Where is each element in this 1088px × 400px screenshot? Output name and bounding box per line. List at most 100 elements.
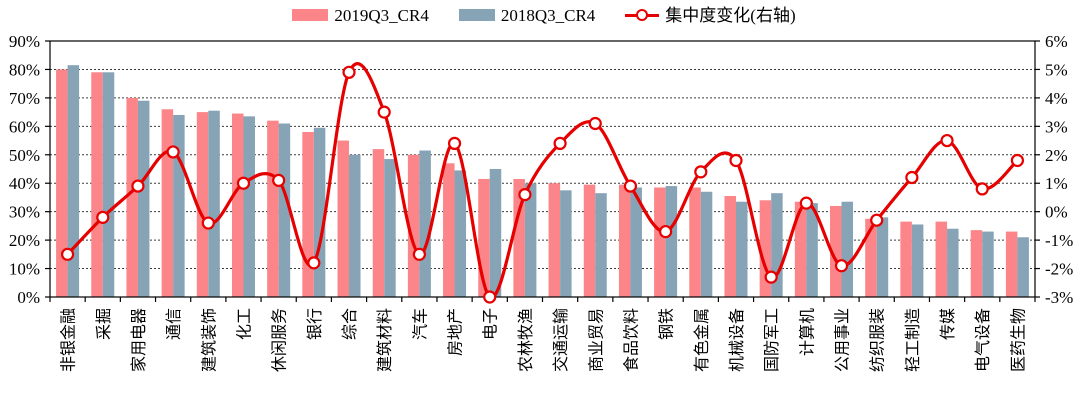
x-category-label: 非银金融 (60, 308, 78, 372)
bar-2019q3_cr4 (513, 178, 525, 297)
right-axis-label: 3% (1045, 117, 1068, 136)
chart-legend: 2019Q3_CR4 2018Q3_CR4 集中度变化(右轴) (0, 2, 1088, 28)
bar-2018q3_cr4 (771, 193, 783, 297)
x-category-label: 通信 (165, 308, 183, 340)
legend-item-2019q3-cr4: 2019Q3_CR4 (292, 5, 429, 25)
x-category-label: 银行 (306, 308, 324, 340)
bar-2018q3_cr4 (243, 116, 255, 297)
bar-2018q3_cr4 (137, 100, 150, 297)
x-category-label: 轻工制造 (904, 308, 922, 372)
line-marker (588, 116, 602, 131)
legend-label-2019q3: 2019Q3_CR4 (334, 5, 429, 25)
x-category-label: 传媒 (939, 308, 957, 340)
x-category-label: 休闲服务 (271, 308, 289, 372)
bar-2018q3_cr4 (560, 190, 572, 297)
bar-2019q3_cr4 (478, 178, 490, 297)
bar-2018q3_cr4 (173, 114, 185, 297)
bar-2019q3_cr4 (231, 113, 244, 298)
bar-2018q3_cr4 (313, 127, 326, 297)
left-axis-label: 70% (9, 89, 40, 108)
bar-2018q3_cr4 (454, 170, 467, 297)
x-category-label: 公用事业 (834, 308, 852, 372)
bar-2019q3_cr4 (689, 187, 701, 297)
right-axis-label: -2% (1045, 260, 1073, 279)
right-axis-label: 2% (1045, 146, 1068, 165)
x-category-label: 电气设备 (974, 308, 992, 372)
bar-2019q3_cr4 (759, 200, 772, 297)
x-category-label: 有色金属 (693, 308, 711, 372)
x-category-label: 建筑装饰 (200, 308, 218, 372)
left-axis-label: 0% (17, 288, 40, 307)
line-marker (236, 176, 251, 190)
bar-2019q3_cr4 (267, 120, 279, 298)
line-marker (940, 133, 954, 148)
x-category-label: 食品饮料 (622, 308, 640, 372)
x-category-label: 农林牧渔 (517, 308, 535, 372)
x-category-label: 纺织服装 (869, 308, 887, 372)
bar-2019q3_cr4 (970, 230, 983, 297)
legend-item-line-series: 集中度变化(右轴) (625, 5, 796, 25)
bar-2019q3_cr4 (830, 205, 842, 297)
bar-2019q3_cr4 (302, 132, 314, 297)
bar-2018q3_cr4 (1017, 237, 1029, 297)
left-axis-label: 40% (9, 174, 40, 193)
bar-2019q3_cr4 (583, 184, 596, 297)
line-marker (377, 105, 391, 119)
bar-2018q3_cr4 (876, 217, 889, 297)
bar-2019q3_cr4 (372, 149, 385, 297)
legend-item-2018q3-cr4: 2018Q3_CR4 (458, 5, 596, 25)
left-axis-label: 20% (9, 231, 40, 250)
bar-2019q3_cr4 (161, 109, 174, 298)
bar-2019q3_cr4 (1005, 231, 1018, 297)
bar-2019q3_cr4 (196, 112, 209, 297)
x-category-label: 钢铁 (658, 308, 676, 340)
bar-2018q3_cr4 (947, 228, 959, 297)
line-marker (905, 170, 919, 185)
legend-label-2018q3: 2018Q3_CR4 (500, 5, 596, 25)
bar-2019q3_cr4 (794, 201, 807, 297)
bar-2018q3_cr4 (419, 150, 431, 297)
line-marker (166, 145, 180, 159)
x-category-label: 交通运输 (552, 308, 570, 372)
line-marker (60, 247, 75, 261)
x-category-label: 计算机 (797, 308, 816, 356)
line-marker (1010, 153, 1025, 168)
left-axis-label: 80% (9, 60, 40, 79)
left-axis-label: 50% (9, 146, 40, 165)
legend-label-line: 集中度变化(右轴) (665, 5, 796, 25)
bar-2019q3_cr4 (548, 183, 561, 297)
bar-2019q3_cr4 (900, 221, 912, 297)
bar-2018q3_cr4 (806, 203, 818, 297)
line-marker (412, 247, 426, 261)
legend-swatch-2018q3-icon (458, 9, 495, 21)
line-marker (694, 165, 708, 179)
left-axis-label: 10% (9, 260, 40, 279)
line-marker (201, 216, 215, 230)
bar-2019q3_cr4 (407, 154, 420, 297)
x-category-label: 采掘 (95, 308, 113, 340)
bar-2018q3_cr4 (665, 186, 678, 297)
bar-2019q3_cr4 (56, 69, 68, 297)
line-marker (834, 259, 849, 273)
x-category-label: 汽车 (411, 308, 429, 340)
line-marker (975, 182, 989, 196)
bar-2018q3_cr4 (630, 187, 642, 297)
right-axis-label: 4% (1045, 89, 1068, 108)
line-marker (553, 136, 567, 150)
x-category-label: 国防军工 (763, 308, 781, 372)
line-marker (96, 210, 110, 224)
bar-2018q3_cr4 (278, 123, 291, 297)
line-marker (307, 256, 321, 270)
bar-2018q3_cr4 (67, 65, 80, 297)
left-axis-label: 30% (9, 203, 40, 222)
bar-2019q3_cr4 (126, 97, 138, 297)
line-marker (729, 153, 743, 168)
bar-2019q3_cr4 (618, 184, 631, 297)
line-marker (272, 173, 286, 187)
bar-2018q3_cr4 (384, 159, 396, 297)
bar-2019q3_cr4 (724, 196, 736, 297)
x-category-label: 机械设备 (728, 308, 746, 372)
line-marker (764, 270, 778, 284)
